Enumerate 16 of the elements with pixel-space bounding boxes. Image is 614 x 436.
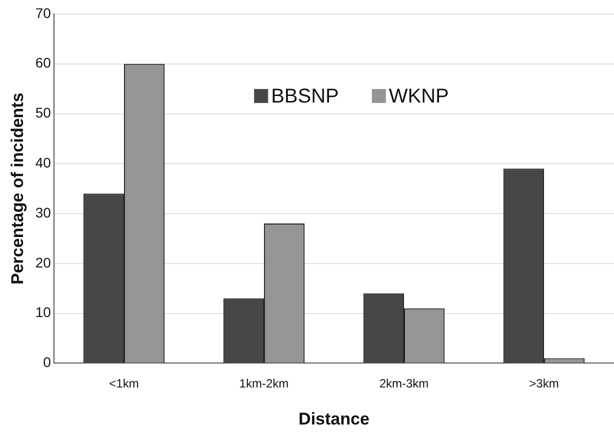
y-tick-label: 20: [35, 254, 52, 270]
x-tick-label: <1km: [109, 376, 139, 391]
y-tick-label: 60: [35, 54, 52, 71]
y-tick-label: 10: [35, 304, 52, 320]
y-tick-label: 40: [35, 154, 52, 171]
legend-label: BBSNP: [271, 86, 339, 108]
y-tick-label: 30: [35, 204, 52, 220]
y-tick-label: 0: [43, 354, 52, 370]
x-axis-title: Distance: [298, 409, 370, 428]
x-tick-label: >3km: [529, 376, 559, 391]
legend-label: WKNP: [388, 86, 449, 108]
x-tick-label: 1km-2km: [239, 376, 289, 391]
y-tick-label: 50: [35, 104, 52, 121]
y-axis-title: Percentage of incidents: [8, 92, 27, 284]
x-tick-label: 2km-3km: [379, 376, 429, 391]
y-tick-label: 70: [35, 4, 52, 21]
